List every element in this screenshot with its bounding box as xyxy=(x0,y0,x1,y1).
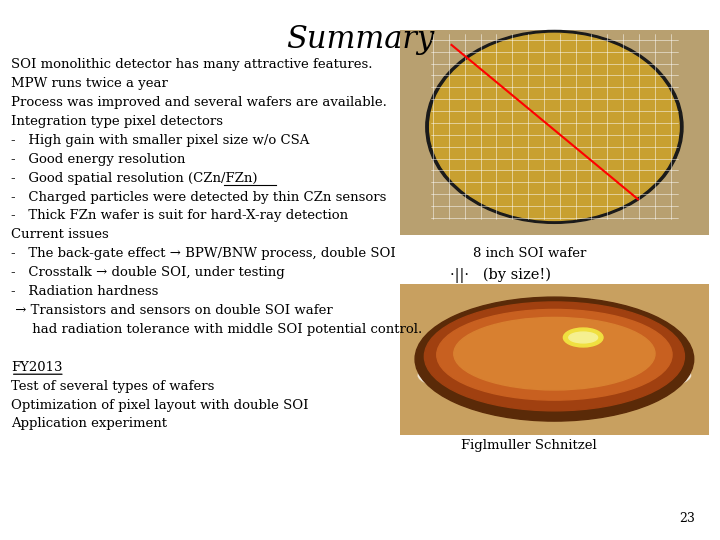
Circle shape xyxy=(426,30,683,224)
Text: -   High gain with smaller pixel size w/o CSA: - High gain with smaller pixel size w/o … xyxy=(11,134,309,147)
Ellipse shape xyxy=(437,309,672,400)
Text: -   Crosstalk → double SOI, under testing: - Crosstalk → double SOI, under testing xyxy=(11,266,284,279)
Text: ·||·   (by size!): ·||· (by size!) xyxy=(450,268,551,283)
Text: Test of several types of wafers: Test of several types of wafers xyxy=(11,380,214,393)
Ellipse shape xyxy=(424,302,685,411)
Text: Optimization of pixel layout with double SOI: Optimization of pixel layout with double… xyxy=(11,399,308,411)
Ellipse shape xyxy=(564,328,603,347)
Text: Current issues: Current issues xyxy=(11,228,109,241)
Text: → Transistors and sensors on double SOI wafer: → Transistors and sensors on double SOI … xyxy=(11,304,333,317)
Text: -   Thick FZn wafer is suit for hard-X-ray detection: - Thick FZn wafer is suit for hard-X-ray… xyxy=(11,210,348,222)
Text: Figlmuller Schnitzel: Figlmuller Schnitzel xyxy=(462,439,597,452)
Text: -   Charged particles were detected by thin CZn sensors: - Charged particles were detected by thi… xyxy=(11,191,386,204)
Text: had radiation tolerance with middle SOI potential control.: had radiation tolerance with middle SOI … xyxy=(11,323,422,336)
Text: MPW runs twice a year: MPW runs twice a year xyxy=(11,77,168,90)
Ellipse shape xyxy=(418,353,690,398)
Text: FY2013: FY2013 xyxy=(11,361,63,374)
Text: Summary: Summary xyxy=(286,24,434,55)
Ellipse shape xyxy=(454,318,655,390)
Ellipse shape xyxy=(415,297,694,421)
Ellipse shape xyxy=(569,332,598,343)
Bar xyxy=(400,284,709,435)
Bar xyxy=(400,30,709,235)
Text: -   Good energy resolution: - Good energy resolution xyxy=(11,153,185,166)
Text: -   The back-gate effect → BPW/BNW process, double SOI: - The back-gate effect → BPW/BNW process… xyxy=(11,247,395,260)
Text: -   Radiation hardness: - Radiation hardness xyxy=(11,285,158,298)
Text: 23: 23 xyxy=(679,512,695,525)
Text: Application experiment: Application experiment xyxy=(11,417,167,430)
Circle shape xyxy=(430,33,679,220)
Text: Process was improved and several wafers are available.: Process was improved and several wafers … xyxy=(11,96,387,109)
Text: SOI monolithic detector has many attractive features.: SOI monolithic detector has many attract… xyxy=(11,58,372,71)
Text: Integration type pixel detectors: Integration type pixel detectors xyxy=(11,115,222,128)
Text: -   Good spatial resolution (CZn/FZn): - Good spatial resolution (CZn/FZn) xyxy=(11,172,257,185)
Text: 8 inch SOI wafer: 8 inch SOI wafer xyxy=(472,247,586,260)
